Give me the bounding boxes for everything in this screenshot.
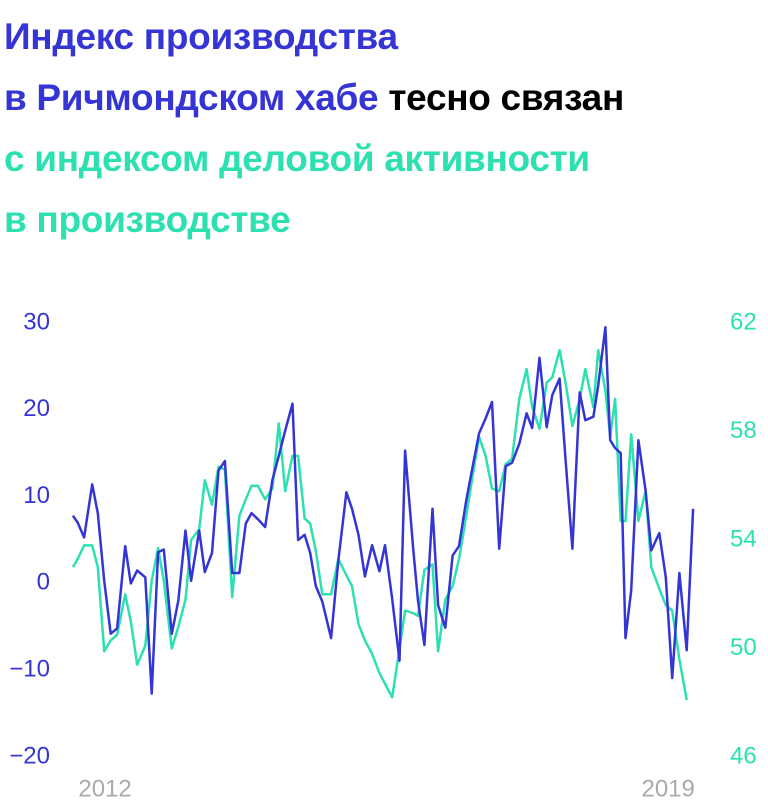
title-segment: Индекс производства (4, 16, 398, 57)
series-line (71, 326, 695, 695)
y-tick-label: −10 (9, 656, 50, 683)
y-tick-label: 20 (23, 395, 50, 422)
title-line: в Ричмондском хабе тесно связан (4, 67, 634, 128)
title-segment: тесно связан (388, 77, 624, 118)
title-segment: в производстве (4, 199, 291, 240)
y-tick-label: 10 (23, 482, 50, 509)
title-line: с индексом деловой активности (4, 128, 634, 189)
title-line: в производстве (4, 189, 634, 250)
y2-tick-label: 54 (730, 525, 757, 552)
y2-tick-label: 50 (730, 634, 757, 661)
x-tick-label: 2012 (78, 775, 131, 802)
x-tick-label: 2019 (641, 775, 694, 802)
series-line (71, 348, 688, 701)
title-segment: в Ричмондском хабе (4, 77, 379, 118)
title-segment: с индексом деловой активности (4, 138, 590, 179)
y-tick-label: 30 (23, 308, 50, 335)
y2-tick-label: 46 (730, 742, 757, 769)
chart-title: Индекс производства в Ричмондском хабе тес… (4, 6, 634, 250)
y-tick-label: −20 (9, 742, 50, 769)
y2-tick-label: 62 (730, 308, 757, 335)
y2-tick-label: 58 (730, 417, 757, 444)
title-line: Индекс производства (4, 6, 634, 67)
y-tick-label: 0 (37, 569, 50, 596)
